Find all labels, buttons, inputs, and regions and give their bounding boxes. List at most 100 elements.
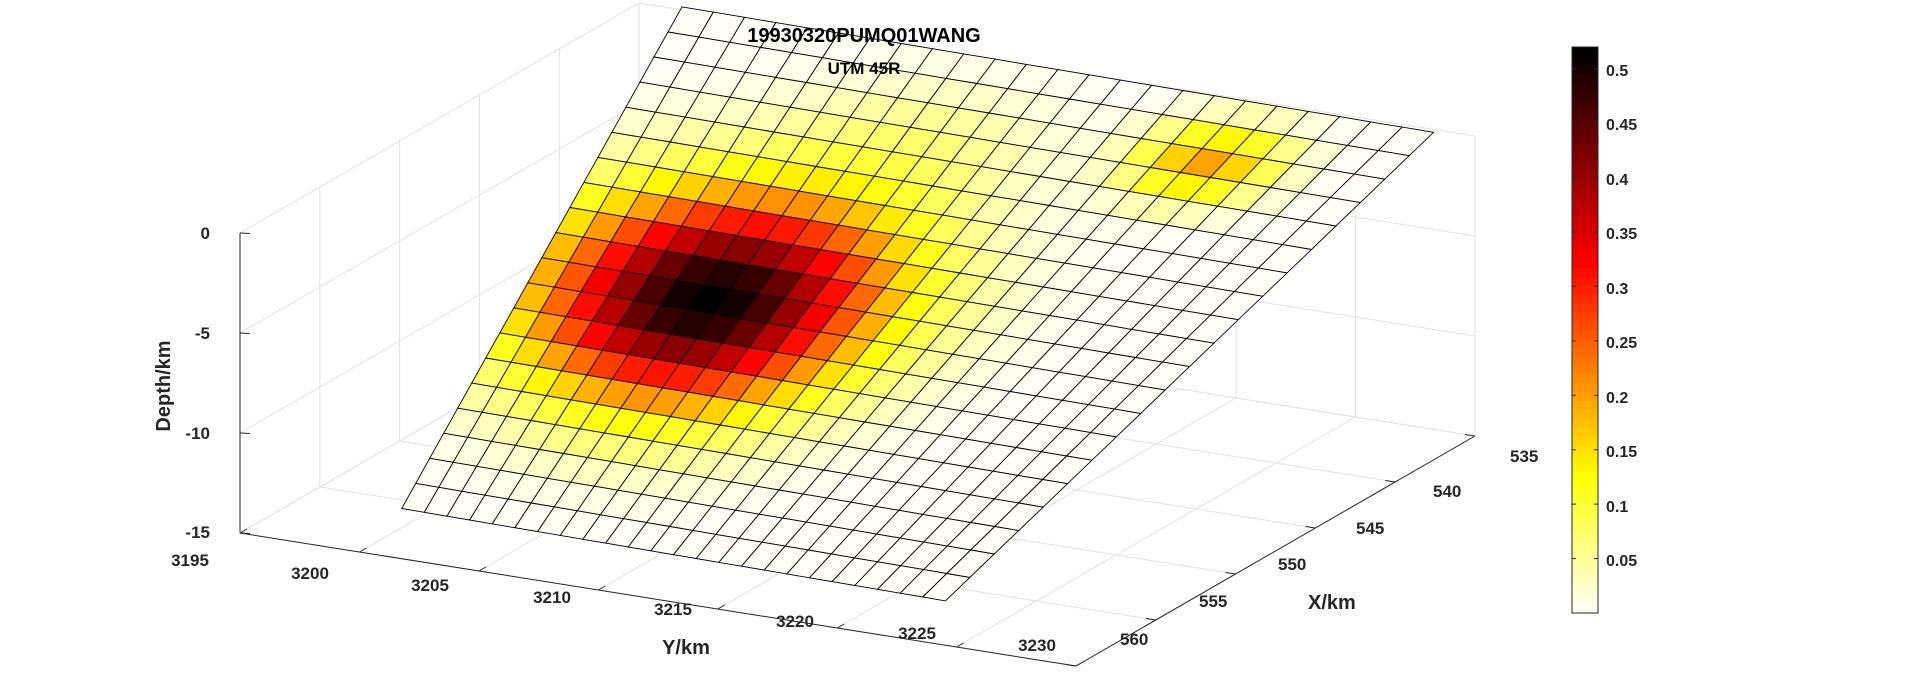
- colorbar-segment-2: [1572, 64, 1598, 75]
- z-tick-label-0: 0: [201, 224, 210, 243]
- grid-line-left-z-0: [239, 2, 640, 234]
- colorbar-tick-label-9: 0.5: [1606, 63, 1628, 80]
- colorbar: 0.05 0.1 0.15 0.2 0.25 0.3 0.35 0.4 0.45…: [1571, 46, 1637, 614]
- colorbar-segment-63: [1572, 604, 1598, 614]
- colorbar-segment-17: [1572, 197, 1598, 207]
- colorbar-segment-57: [1572, 551, 1598, 561]
- colorbar-segment-45: [1572, 444, 1598, 455]
- colorbar-segment-31: [1572, 321, 1598, 331]
- colorbar-tick-label-2: 0.15: [1606, 444, 1637, 461]
- colorbar-gradient: [1572, 47, 1598, 614]
- colorbar-segment-48: [1572, 471, 1598, 481]
- z-tick-labels: 0 -5 -10 -15: [185, 224, 210, 542]
- colorbar-segment-15: [1572, 179, 1598, 190]
- colorbar-segment-47: [1572, 462, 1598, 473]
- colorbar-segment-49: [1572, 480, 1598, 490]
- colorbar-segment-61: [1572, 586, 1598, 596]
- colorbar-segment-34: [1572, 347, 1598, 358]
- colorbar-segment-18: [1572, 206, 1598, 216]
- colorbar-segment-43: [1572, 427, 1598, 437]
- colorbar-segment-42: [1572, 418, 1598, 428]
- chart-subtitle: UTM 45R: [828, 59, 901, 78]
- x-tick-label-3: 550: [1278, 555, 1306, 574]
- colorbar-segment-4: [1572, 82, 1598, 92]
- y-tick-labels: 3195 3200 3205 3210 3215 3220 3225 3230: [171, 551, 1056, 655]
- colorbar-tick-label-1: 0.1: [1606, 499, 1628, 516]
- fault-plane-surface: [400, 6, 1435, 602]
- colorbar-tick-label-0: 0.05: [1606, 553, 1637, 570]
- y-tick-mark-7: [1075, 661, 1084, 667]
- colorbar-segment-14: [1572, 170, 1598, 181]
- colorbar-segment-24: [1572, 259, 1598, 269]
- colorbar-tick-label-5: 0.3: [1606, 281, 1628, 298]
- colorbar-segment-3: [1572, 73, 1598, 83]
- colorbar-tick-label-6: 0.35: [1606, 226, 1637, 243]
- colorbar-tick-label-3: 0.2: [1606, 390, 1628, 407]
- colorbar-segment-28: [1572, 294, 1598, 305]
- x-axis-line: [1075, 435, 1476, 667]
- y-tick-label-6: 3225: [898, 624, 936, 643]
- colorbar-segment-36: [1572, 365, 1598, 375]
- colorbar-segment-16: [1572, 188, 1598, 198]
- x-tick-mark-1: [1385, 480, 1396, 483]
- colorbar-segment-53: [1572, 515, 1598, 526]
- y-tick-mark-0: [239, 528, 248, 534]
- colorbar-segment-0: [1572, 47, 1598, 57]
- colorbar-segment-51: [1572, 498, 1598, 508]
- colorbar-segment-13: [1572, 161, 1598, 172]
- colorbar-segment-38: [1572, 383, 1598, 393]
- colorbar-segment-20: [1572, 223, 1598, 234]
- axis-lines: [239, 232, 1476, 667]
- colorbar-segment-8: [1572, 117, 1598, 128]
- colorbar-segment-26: [1572, 276, 1598, 287]
- y-tick-label-3: 3210: [533, 588, 571, 607]
- colorbar-segment-9: [1572, 126, 1598, 137]
- y-axis-label: Y/km: [662, 637, 710, 659]
- colorbar-segment-5: [1572, 91, 1598, 101]
- colorbar-segment-1: [1572, 55, 1598, 66]
- y-tick-mark-6: [956, 642, 964, 648]
- z-tick-mark-0: [239, 232, 251, 234]
- colorbar-segment-32: [1572, 330, 1598, 340]
- colorbar-segment-54: [1572, 524, 1598, 534]
- colorbar-segment-44: [1572, 436, 1598, 446]
- grid-line-floor-y-6: [956, 416, 1356, 648]
- colorbar-segment-37: [1572, 374, 1598, 384]
- y-tick-mark-2: [478, 566, 487, 572]
- colorbar-segment-50: [1572, 489, 1598, 499]
- colorbar-segment-6: [1572, 100, 1598, 110]
- z-tick-label-2: -10: [185, 424, 210, 443]
- x-tick-label-4: 555: [1199, 592, 1227, 611]
- x-tick-mark-3: [1225, 572, 1236, 575]
- colorbar-segment-27: [1572, 285, 1598, 296]
- x-tick-labels: 535 540 545 550 555 560: [1120, 447, 1538, 649]
- colorbar-tick-label-8: 0.45: [1606, 117, 1637, 134]
- x-axis-label: X/km: [1308, 592, 1356, 614]
- colorbar-segment-56: [1572, 542, 1598, 552]
- colorbar-segment-52: [1572, 506, 1598, 517]
- colorbar-segment-46: [1572, 453, 1598, 464]
- x-tick-label-5: 560: [1120, 630, 1148, 649]
- x-tick-label-2: 545: [1356, 519, 1384, 538]
- y-tick-label-5: 3220: [776, 612, 814, 631]
- y-tick-mark-5: [836, 623, 845, 629]
- x-tick-mark-5: [1065, 664, 1077, 667]
- y-tick-label-1: 3200: [291, 564, 329, 583]
- colorbar-segment-59: [1572, 568, 1598, 579]
- colorbar-segment-58: [1572, 559, 1598, 570]
- colorbar-segment-7: [1572, 108, 1598, 119]
- z-tick-label-3: -15: [185, 523, 210, 542]
- fault-patch-r19-c23: [921, 573, 971, 602]
- y-tick-label-2: 3205: [411, 576, 449, 595]
- y-tick-mark-4: [717, 604, 725, 610]
- z-tick-mark-2: [239, 432, 251, 434]
- colorbar-segment-60: [1572, 577, 1598, 588]
- colorbar-segment-33: [1572, 338, 1598, 349]
- colorbar-segment-55: [1572, 533, 1598, 543]
- colorbar-segment-62: [1572, 595, 1598, 605]
- colorbar-segment-25: [1572, 268, 1598, 278]
- colorbar-segment-30: [1572, 312, 1598, 322]
- y-tick-label-4: 3215: [654, 600, 692, 619]
- x-tick-mark-4: [1145, 618, 1156, 621]
